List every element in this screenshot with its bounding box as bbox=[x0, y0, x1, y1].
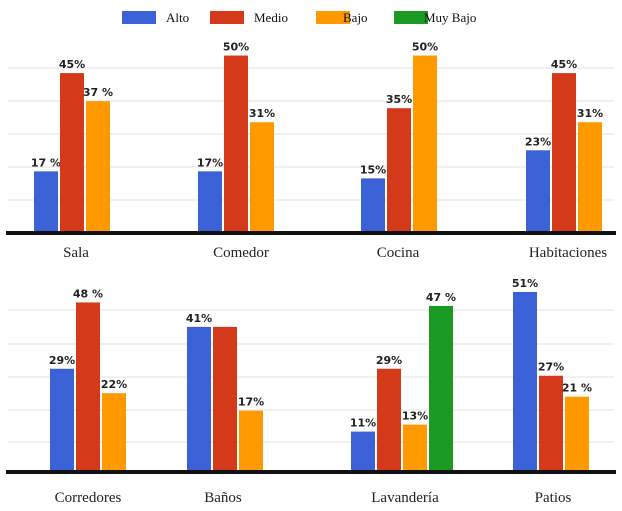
chart-panel-2: 29% 48 % 22% Corredores 41% 17% Baños 11% 29% 13%… bbox=[6, 277, 616, 506]
legend-label: Medio bbox=[254, 10, 288, 25]
data-label: 17 % bbox=[31, 156, 61, 169]
data-label: 35% bbox=[386, 93, 412, 106]
data-label: 47 % bbox=[426, 291, 456, 304]
legend-swatch-alto bbox=[122, 11, 156, 24]
data-label: 29% bbox=[49, 354, 75, 367]
bar-bajo bbox=[86, 101, 110, 231]
bar-alto bbox=[513, 291, 537, 470]
bar-alto bbox=[361, 178, 385, 231]
data-label: 21 % bbox=[562, 382, 592, 395]
category-label: Cocina bbox=[377, 245, 420, 261]
data-label: 22% bbox=[101, 378, 127, 391]
category-label: Sala bbox=[63, 245, 89, 261]
data-label: 17% bbox=[238, 396, 264, 409]
category-label: Lavandería bbox=[371, 490, 439, 506]
category-label: Patios bbox=[535, 490, 572, 506]
bar-group-baños: 41% 17% bbox=[186, 312, 264, 470]
data-label: 51% bbox=[512, 277, 538, 290]
legend-swatch-medio bbox=[210, 11, 244, 24]
bar-medio bbox=[539, 375, 563, 470]
bar-bajo bbox=[403, 424, 427, 470]
bar-alto bbox=[351, 431, 375, 470]
bar-bajo bbox=[250, 122, 274, 231]
bar-medio bbox=[224, 55, 248, 231]
data-label: 31% bbox=[577, 107, 603, 120]
bar-group-patios: 51% 27% 21 % bbox=[512, 277, 592, 470]
category-label: Comedor bbox=[213, 245, 269, 261]
bar-medio bbox=[60, 73, 84, 231]
data-label: 11% bbox=[350, 417, 376, 430]
bar-alto bbox=[187, 326, 211, 470]
bar-group-sala: 17 % 45% 37 % bbox=[31, 58, 113, 231]
data-label: 45% bbox=[59, 58, 85, 71]
bar-bajo bbox=[578, 122, 602, 231]
legend-swatch-bajo bbox=[316, 11, 350, 24]
bar-medio bbox=[377, 368, 401, 470]
bar-medio bbox=[387, 108, 411, 231]
data-label: 31% bbox=[249, 107, 275, 120]
bar-group-comedor: 17% 50% 31% bbox=[197, 41, 275, 231]
category-label: Corredores bbox=[55, 490, 122, 506]
bar-group-lavandería: 11% 29% 13% 47 % bbox=[350, 291, 456, 470]
legend-label: Bajo bbox=[343, 10, 368, 25]
chart-panels: 17 % 45% 37 % Sala 17% 50% 31% Comedor 15% 35% 50%… bbox=[6, 41, 616, 506]
data-label: 17% bbox=[197, 156, 223, 169]
data-label: 13% bbox=[402, 410, 428, 423]
legend-swatch-muy-bajo bbox=[394, 11, 428, 24]
bar-alto bbox=[526, 150, 550, 231]
bar-bajo bbox=[102, 393, 126, 470]
bar-bajo bbox=[565, 396, 589, 470]
chart-panel-1: 17 % 45% 37 % Sala 17% 50% 31% Comedor 15% 35% 50%… bbox=[6, 41, 616, 261]
bar-group-cocina: 15% 35% 50% bbox=[360, 41, 438, 231]
bar-bajo bbox=[413, 55, 437, 231]
data-label: 41% bbox=[186, 312, 212, 325]
data-label: 37 % bbox=[83, 86, 113, 99]
legend-label: Alto bbox=[166, 10, 189, 25]
data-label: 23% bbox=[525, 135, 551, 148]
category-label: Baños bbox=[204, 490, 242, 506]
legend: Alto Medio Bajo Muy Bajo bbox=[122, 10, 476, 25]
bar-medio bbox=[552, 73, 576, 231]
bar-medio bbox=[76, 302, 100, 470]
data-label: 15% bbox=[360, 163, 386, 176]
bar-alto bbox=[50, 368, 74, 470]
bar-medio bbox=[213, 326, 237, 470]
bar-group-corredores: 29% 48 % 22% bbox=[49, 287, 127, 470]
data-label: 50% bbox=[412, 41, 438, 54]
bar-group-habitaciones: 23% 45% 31% bbox=[525, 58, 603, 231]
data-label: 50% bbox=[223, 41, 249, 54]
bar-bajo bbox=[239, 410, 263, 470]
bar-alto bbox=[34, 171, 58, 231]
category-label: Habitaciones bbox=[529, 245, 607, 261]
bar-muy-bajo bbox=[429, 305, 453, 470]
data-label: 29% bbox=[376, 354, 402, 367]
data-label: 48 % bbox=[73, 287, 103, 300]
bar-alto bbox=[198, 171, 222, 231]
data-label: 45% bbox=[551, 58, 577, 71]
data-label: 27% bbox=[538, 361, 564, 374]
legend-label: Muy Bajo bbox=[424, 10, 476, 25]
